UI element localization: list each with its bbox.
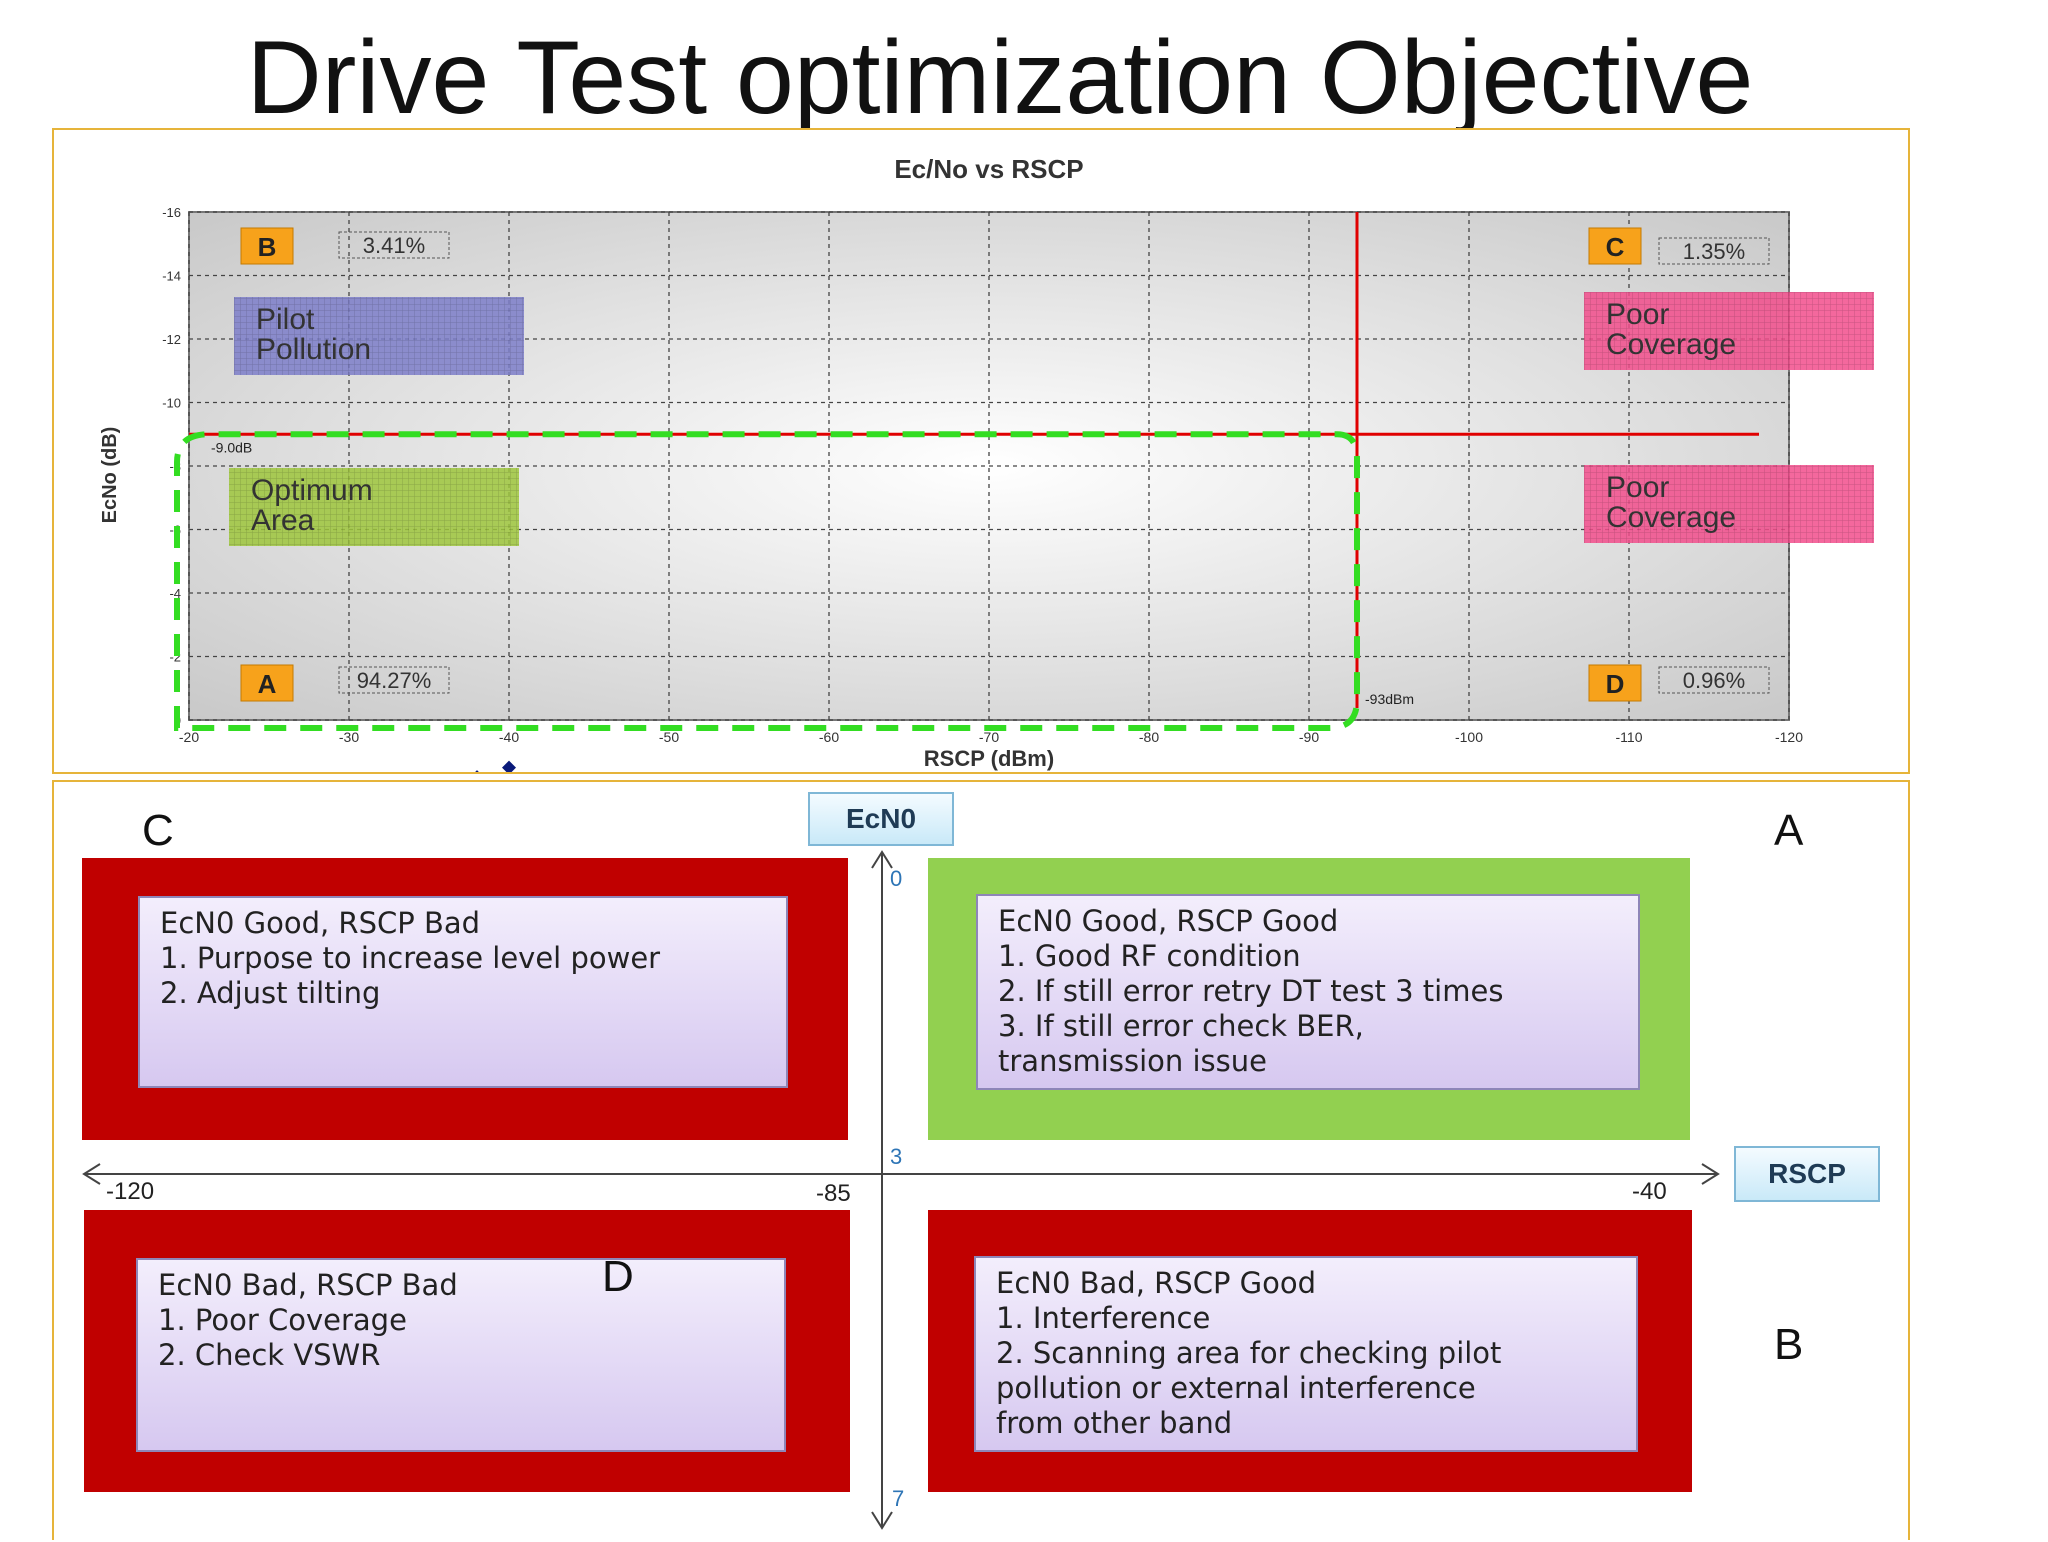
quadrant-letter: B — [258, 232, 277, 262]
note-line: EcN0 Good, RSCP Good — [998, 904, 1339, 938]
note-line: from other band — [996, 1406, 1233, 1440]
x-tick-label: -90 — [1299, 729, 1319, 745]
matrix-axes — [82, 850, 1720, 1530]
quadrant-label-text: Optimum — [251, 474, 373, 507]
note-line: 2. Scanning area for checking pilot — [996, 1336, 1502, 1370]
scatter-chart-frame: -20 -30 -40 -50 -60 -70 -80 -90 -100 -110 -120 0 -2-… — [52, 128, 1910, 774]
quadrant-percent: 1.35% — [1683, 239, 1745, 264]
corner-letter-b: B — [1774, 1320, 1804, 1369]
corner-letter-a: A — [1774, 806, 1804, 855]
x-tick-label: -20 — [179, 729, 199, 745]
quadrant-percent-box — [338, 666, 450, 694]
x-tick-label: -40 — [499, 729, 519, 745]
quadrant-percent-box — [1658, 666, 1770, 694]
chart-title: Ec/No vs RSCP — [894, 154, 1083, 184]
note-bad-ecno-bad-rscp: EcN0 Bad, RSCP Bad 1. Poor Coverage 2. C… — [136, 1258, 786, 1452]
quadrant-letter: A — [258, 669, 277, 699]
ecno-vs-rscp-scatter-chart: -20 -30 -40 -50 -60 -70 -80 -90 -100 -110 -1200-2-… — [99, 154, 1874, 772]
note-line: 1. Good RF condition — [998, 939, 1301, 973]
y-axis-label: EcNo (dB) — [99, 427, 121, 524]
note-line: transmission issue — [998, 1044, 1267, 1078]
slide-title: Drive Test optimization Objective — [246, 20, 1754, 136]
ecno-tick-bottom: 7 — [892, 1486, 905, 1511]
quadrant-label-text: Coverage — [1606, 501, 1736, 534]
optimization-matrix-frame: C A B EcN0 Good, RSCP Bad 1. Purpose to … — [52, 780, 1910, 1540]
x-tick-label: -80 — [1139, 729, 1159, 745]
quadrant-label-text: Poor — [1606, 298, 1669, 331]
rscp-tick-right: -40 — [1632, 1178, 1667, 1205]
quadrant-percent-box — [338, 231, 450, 259]
ecno-tick-mid: 3 — [890, 1144, 903, 1169]
quadrant-label-text: Coverage — [1606, 328, 1736, 361]
note-line: 3. If still error check BER, — [998, 1009, 1364, 1043]
x-tick-label: -120 — [1775, 729, 1803, 745]
rscp-axis-label: RSCP — [1734, 1146, 1880, 1202]
x-tick-label: -100 — [1455, 729, 1483, 745]
quadrant-letter-badge — [240, 227, 294, 265]
ecno-axis-arrow-top — [871, 850, 893, 869]
quadrant-percent: 0.96% — [1683, 668, 1745, 693]
note-line: 2. Check VSWR — [158, 1338, 381, 1372]
ecno-axis-arrow-bottom — [871, 1511, 893, 1530]
optimum-area-border — [174, 431, 1360, 731]
note-line: 2. Adjust tilting — [160, 976, 381, 1010]
rscp-axis-arrow-left — [82, 1163, 101, 1185]
corner-letter-d: D — [602, 1252, 634, 1301]
y-tick-label: -16 — [162, 205, 181, 220]
quadrant-label-text: Pilot — [256, 303, 315, 336]
quadrant-letter-badge — [1588, 227, 1642, 265]
note-line: 2. If still error retry DT test 3 times — [998, 974, 1504, 1008]
quadrant-label-hatch — [1584, 465, 1874, 543]
note-good-ecno-good-rscp: EcN0 Good, RSCP Good 1. Good RF conditio… — [976, 894, 1640, 1090]
note-line: EcN0 Bad, RSCP Good — [996, 1266, 1317, 1300]
quadrant-label-hatch — [229, 468, 519, 546]
quadrant-percent: 3.41% — [363, 233, 425, 258]
note-good-ecno-bad-rscp: EcN0 Good, RSCP Bad 1. Purpose to increa… — [138, 896, 788, 1088]
rscp-threshold-label: -93dBm — [1365, 691, 1414, 707]
quadrant-label-text: Area — [251, 504, 315, 537]
y-tick-label: -12 — [162, 332, 181, 347]
x-tick-label: -30 — [339, 729, 359, 745]
note-line: EcN0 Good, RSCP Bad — [160, 906, 481, 940]
scatter-points — [475, 760, 516, 772]
x-tick-label: -110 — [1616, 729, 1643, 745]
ecno-threshold-label: -9.0dB — [211, 439, 252, 455]
x-axis-label: RSCP (dBm) — [924, 746, 1054, 771]
rscp-tick-mid: -85 — [816, 1180, 851, 1207]
quadrant-label-hatch — [234, 297, 524, 375]
quadrant-label-text: Poor — [1606, 471, 1669, 504]
ecno-tick-top: 0 — [890, 866, 903, 891]
quadrant-label-text: Pollution — [256, 333, 371, 366]
x-tick-label: -70 — [979, 729, 999, 745]
scatter-point — [502, 760, 516, 772]
quadrant-letter-badge — [240, 664, 294, 702]
note-line: EcN0 Bad, RSCP Bad — [158, 1268, 458, 1302]
quadrant-label-hatch — [1584, 292, 1874, 370]
corner-letter-c: C — [142, 806, 174, 855]
note-line: 1. Purpose to increase level power — [160, 941, 661, 975]
quadrant-percent: 94.27% — [357, 668, 432, 693]
quadrant-percent-box — [1658, 237, 1770, 265]
quadrant-letter: D — [1606, 669, 1625, 699]
y-tick-label: -2 — [169, 650, 181, 665]
note-line: 1. Poor Coverage — [158, 1303, 407, 1337]
y-tick-label: -10 — [162, 396, 181, 411]
ecno-axis-label: EcN0 — [808, 792, 954, 846]
quadrant-letter: C — [1606, 232, 1625, 262]
x-tick-label: -60 — [819, 729, 839, 745]
y-tick-label: -4 — [169, 586, 181, 601]
rscp-tick-left: -120 — [106, 1178, 155, 1205]
x-tick-label: -50 — [659, 729, 679, 745]
rscp-axis-arrow-right — [1701, 1163, 1720, 1185]
note-bad-ecno-good-rscp: EcN0 Bad, RSCP Good 1. Interference 2. S… — [974, 1256, 1638, 1452]
y-tick-label: -14 — [162, 269, 181, 284]
note-line: 1. Interference — [996, 1301, 1211, 1335]
quadrant-letter-badge — [1588, 664, 1642, 702]
note-line: pollution or external interference — [996, 1371, 1476, 1405]
scatter-point — [475, 770, 479, 772]
